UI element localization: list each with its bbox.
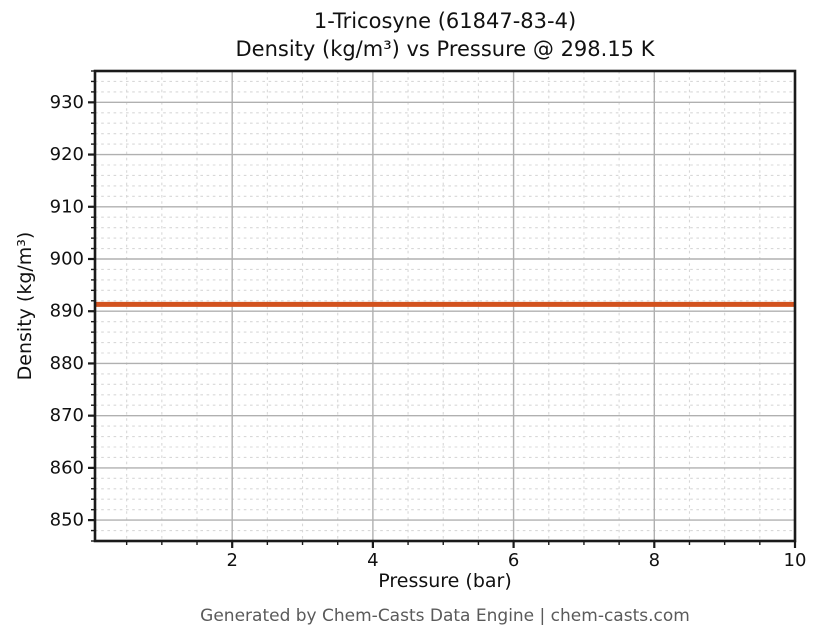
x-axis-label: Pressure (bar)	[378, 570, 512, 592]
chart-title-line-1: 1-Tricosyne (61847-83-4)	[313, 9, 577, 33]
y-tick-label: 860	[50, 457, 84, 478]
y-tick-label: 920	[50, 144, 84, 165]
x-tick-label: 2	[226, 550, 237, 571]
y-tick-labels: 850 860 870 880 890 900 910 920 930	[50, 92, 84, 531]
x-tick-labels: 2 4 6 8 10	[226, 550, 806, 571]
y-tick-label: 890	[50, 301, 84, 322]
y-tick-label: 910	[50, 196, 84, 217]
y-tick-label: 900	[50, 249, 84, 270]
x-tick-label: 4	[367, 550, 378, 571]
chart-title: 1-Tricosyne (61847-83-4) Density (kg/m³)…	[95, 7, 795, 63]
y-tick-label: 870	[50, 405, 84, 426]
y-axis-label: Density (kg/m³)	[14, 231, 36, 381]
x-tick-label: 10	[784, 550, 807, 571]
y-tick-label: 930	[50, 92, 84, 113]
footer-credit: Generated by Chem-Casts Data Engine | ch…	[200, 606, 690, 626]
x-tick-label: 6	[508, 550, 519, 571]
axes-frame	[93, 69, 797, 543]
x-tick-label: 8	[649, 550, 660, 571]
spines	[93, 69, 797, 543]
y-tick-label: 850	[50, 510, 84, 531]
y-tick-label: 880	[50, 353, 84, 374]
chart-title-line-2: Density (kg/m³) vs Pressure @ 298.15 K	[235, 37, 655, 61]
ticks	[88, 70, 797, 548]
